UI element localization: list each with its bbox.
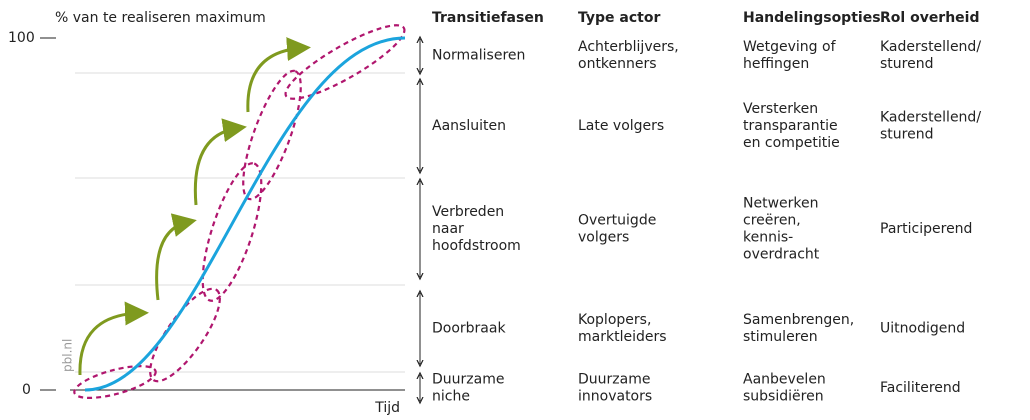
cell-text: naar	[432, 221, 464, 237]
x-label: Tijd	[374, 400, 400, 416]
y-top: 100	[8, 30, 35, 46]
header: Transitiefasen	[432, 10, 544, 26]
cell-text: Verbreden	[432, 204, 504, 220]
cell-text: Aanbevelen	[743, 372, 826, 388]
grid	[75, 72, 405, 373]
cell-text: Uitnodigend	[880, 321, 965, 337]
y-label: % van te realiseren maximum	[55, 10, 266, 26]
cell-text: volgers	[578, 230, 629, 246]
cell-text: en competitie	[743, 135, 840, 151]
cell-text: Netwerken	[743, 196, 819, 212]
cell-text: Samenbrengen,	[743, 312, 854, 328]
cell-text: Versterken	[743, 101, 818, 117]
cell-text: Koplopers,	[578, 312, 651, 328]
cell-text: sturend	[880, 56, 933, 72]
cell-text: Overtuigde	[578, 213, 656, 229]
cell-text: Normaliseren	[432, 48, 525, 64]
cell-text: Kaderstellend/	[880, 110, 981, 126]
s-curve	[84, 36, 406, 392]
source: pbl.nl	[61, 339, 75, 372]
header: Rol overheid	[880, 10, 980, 26]
cell-text: marktleiders	[578, 329, 667, 345]
cell-text: stimuleren	[743, 329, 818, 345]
cell-text: creëren,	[743, 213, 801, 229]
cell-text: ontkenners	[578, 56, 657, 72]
arrows	[78, 37, 311, 376]
cell-text: Participerend	[880, 221, 972, 237]
cell-text: subsidiëren	[743, 389, 824, 405]
cell-text: heffingen	[743, 56, 809, 72]
cell-text: Aansluiten	[432, 118, 506, 134]
ellipses	[73, 24, 406, 399]
cell-text: sturend	[880, 127, 933, 143]
cell-text: Doorbraak	[432, 321, 506, 337]
header: Handelingsopties	[743, 10, 881, 26]
header: Type actor	[578, 10, 660, 26]
cell-text: Duurzame	[432, 372, 504, 388]
cell-text: kennis-	[743, 230, 793, 246]
cell-text: Late volgers	[578, 118, 664, 134]
cell-text: innovators	[578, 389, 652, 405]
cell-text: Achterblijvers,	[578, 39, 679, 55]
cell-text: niche	[432, 389, 470, 405]
cell-text: Kaderstellend/	[880, 39, 981, 55]
y-bottom: 0	[22, 382, 31, 398]
cell-text: Wetgeving of	[743, 39, 837, 55]
cell-text: overdracht	[743, 247, 820, 263]
cell-text: hoofdstroom	[432, 238, 521, 254]
cell-text: Faciliterend	[880, 380, 961, 396]
cell-text: Duurzame	[578, 372, 650, 388]
cell-text: transparantie	[743, 118, 838, 134]
